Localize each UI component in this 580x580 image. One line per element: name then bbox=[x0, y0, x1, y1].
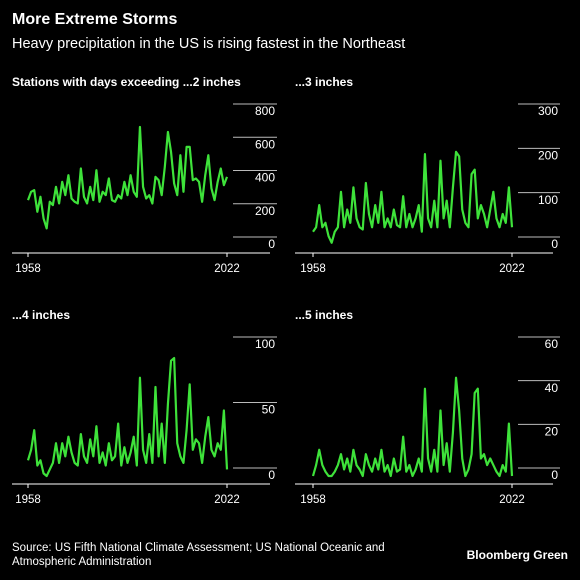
title: More Extreme Storms bbox=[12, 11, 177, 28]
x-tick-label: 1958 bbox=[15, 263, 41, 275]
y-tick-label: 200 bbox=[255, 204, 275, 218]
x-tick-label: 1958 bbox=[15, 494, 41, 506]
data-line bbox=[311, 376, 514, 478]
x-tick-label: 2022 bbox=[499, 263, 525, 275]
panel-title: ...3 inches bbox=[295, 75, 353, 89]
panel-title: Stations with days exceeding ...2 inches bbox=[12, 75, 241, 89]
x-tick-label: 2022 bbox=[214, 494, 240, 506]
data-line bbox=[312, 150, 514, 244]
y-tick-label: 0 bbox=[551, 237, 558, 251]
source: Source: US Fifth National Climate Assess… bbox=[12, 542, 385, 568]
y-tick-label: 50 bbox=[262, 403, 276, 417]
brand: Bloomberg Green bbox=[466, 548, 568, 562]
data-line bbox=[26, 125, 229, 230]
y-tick-label: 40 bbox=[545, 381, 559, 395]
x-tick-label: 1958 bbox=[300, 494, 326, 506]
y-tick-label: 0 bbox=[268, 237, 275, 251]
data-line bbox=[26, 357, 229, 478]
y-tick-label: 0 bbox=[551, 468, 558, 482]
y-tick-label: 100 bbox=[255, 337, 275, 351]
y-tick-label: 800 bbox=[255, 104, 275, 118]
y-tick-label: 20 bbox=[545, 425, 559, 439]
y-tick-label: 600 bbox=[255, 137, 275, 151]
y-tick-label: 200 bbox=[538, 149, 558, 163]
x-tick-label: 2022 bbox=[499, 494, 525, 506]
panel-title: ...5 inches bbox=[295, 308, 353, 322]
y-tick-label: 0 bbox=[268, 468, 275, 482]
y-tick-label: 100 bbox=[538, 193, 558, 207]
y-tick-label: 300 bbox=[538, 104, 558, 118]
y-tick-label: 60 bbox=[545, 337, 559, 351]
subtitle: Heavy precipitation in the US is rising … bbox=[12, 36, 405, 52]
panel-title: ...4 inches bbox=[12, 308, 70, 322]
x-tick-label: 1958 bbox=[300, 263, 326, 275]
x-tick-label: 2022 bbox=[214, 263, 240, 275]
y-tick-label: 400 bbox=[255, 171, 275, 185]
